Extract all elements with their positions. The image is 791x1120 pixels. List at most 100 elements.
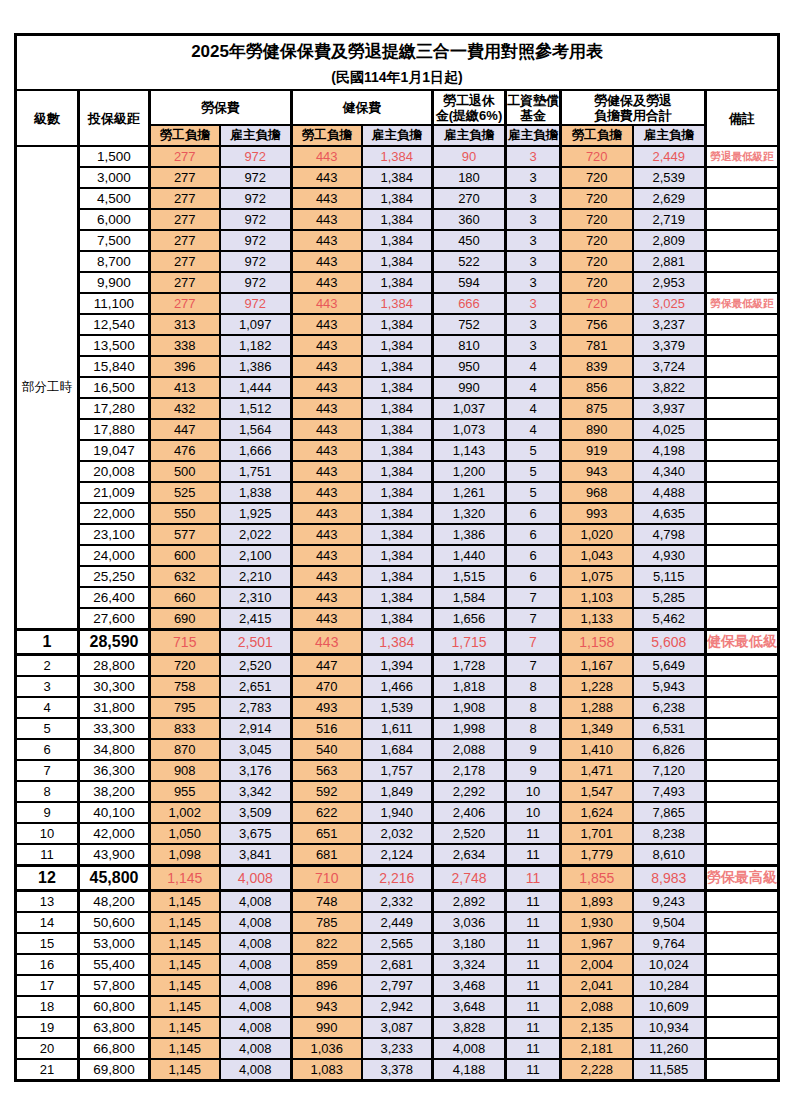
health-ins-employee-cell: 443 xyxy=(292,272,362,293)
health-ins-employee-cell: 563 xyxy=(292,760,362,781)
health-ins-employer-cell: 1,539 xyxy=(362,697,433,718)
table-row: 228,8007202,5204471,3941,72871,1675,649 xyxy=(16,655,779,677)
pension-employer-cell: 810 xyxy=(433,335,506,356)
remark-cell xyxy=(706,608,779,630)
labor-ins-employer-cell: 4,008 xyxy=(220,866,292,891)
pension-employer-cell: 2,292 xyxy=(433,781,506,802)
total-employee-cell: 1,967 xyxy=(561,933,633,954)
pension-employer-cell: 1,143 xyxy=(433,440,506,461)
table-row: 431,8007952,7834931,5391,90881,2886,238 xyxy=(16,697,779,718)
table-row: 19,0474761,6664431,3841,14359194,198 xyxy=(16,440,779,461)
health-ins-employee-cell: 443 xyxy=(292,630,362,655)
total-employee-cell: 720 xyxy=(561,230,633,251)
table-row: 22,0005501,9254431,3841,32069934,635 xyxy=(16,503,779,524)
wage-fund-employer-cell: 8 xyxy=(506,676,561,697)
remark-cell xyxy=(706,1059,779,1081)
labor-ins-employer-cell: 2,022 xyxy=(220,524,292,545)
total-employer-cell: 9,504 xyxy=(633,912,706,933)
pension-employer-cell: 1,728 xyxy=(433,655,506,677)
total-employee-cell: 1,075 xyxy=(561,566,633,587)
remark-cell xyxy=(706,356,779,377)
total-employer-cell: 3,724 xyxy=(633,356,706,377)
bracket-cell: 43,900 xyxy=(79,844,150,866)
health-ins-employer-cell: 1,394 xyxy=(362,655,433,677)
bracket-cell: 34,800 xyxy=(79,739,150,760)
labor-ins-employee-cell: 632 xyxy=(150,566,220,587)
health-ins-employee-cell: 447 xyxy=(292,655,362,677)
total-employee-cell: 839 xyxy=(561,356,633,377)
health-ins-employer-cell: 1,384 xyxy=(362,272,433,293)
subheader-labor-employer: 雇主負擔 xyxy=(220,125,292,146)
pension-employer-cell: 1,037 xyxy=(433,398,506,419)
title-row: 2025年勞健保保費及勞退提繳三合一費用對照參考用表 xyxy=(16,35,779,68)
level-cell: 4 xyxy=(16,697,79,718)
wage-fund-employer-cell: 7 xyxy=(506,655,561,677)
health-ins-employer-cell: 1,384 xyxy=(362,419,433,440)
wage-fund-employer-cell: 5 xyxy=(506,482,561,503)
labor-ins-employer-cell: 972 xyxy=(220,146,292,167)
labor-ins-employer-cell: 4,008 xyxy=(220,954,292,975)
remark-cell xyxy=(706,823,779,844)
health-ins-employer-cell: 2,032 xyxy=(362,823,433,844)
bracket-cell: 13,500 xyxy=(79,335,150,356)
health-ins-employee-cell: 443 xyxy=(292,377,362,398)
health-ins-employee-cell: 710 xyxy=(292,866,362,891)
health-ins-employer-cell: 1,384 xyxy=(362,293,433,314)
bracket-cell: 17,280 xyxy=(79,398,150,419)
remark-cell xyxy=(706,587,779,608)
total-employee-cell: 1,158 xyxy=(561,630,633,655)
pension-header-line1: 勞工退休 xyxy=(443,93,495,108)
subheader-health-employer: 雇主負擔 xyxy=(362,125,433,146)
wage-fund-employer-cell: 3 xyxy=(506,209,561,230)
total-employer-cell: 4,635 xyxy=(633,503,706,524)
fee-table: 2025年勞健保保費及勞退提繳三合一費用對照參考用表 (民國114年1月1日起)… xyxy=(14,33,780,1082)
bracket-cell: 55,400 xyxy=(79,954,150,975)
health-ins-employer-cell: 1,611 xyxy=(362,718,433,739)
pension-employer-cell: 2,748 xyxy=(433,866,506,891)
health-ins-employee-cell: 443 xyxy=(292,335,362,356)
health-ins-employer-cell: 2,942 xyxy=(362,996,433,1017)
table-row: 12,5403131,0974431,38475237563,237 xyxy=(16,314,779,335)
level-cell: 8 xyxy=(16,781,79,802)
health-ins-employer-cell: 1,684 xyxy=(362,739,433,760)
total-employer-cell: 4,798 xyxy=(633,524,706,545)
health-ins-employer-cell: 3,087 xyxy=(362,1017,433,1038)
total-employee-cell: 2,004 xyxy=(561,954,633,975)
table-row: 25,2506322,2104431,3841,51561,0755,115 xyxy=(16,566,779,587)
pension-employer-cell: 752 xyxy=(433,314,506,335)
labor-ins-employee-cell: 1,145 xyxy=(150,866,220,891)
remark-cell xyxy=(706,188,779,209)
bracket-cell: 8,700 xyxy=(79,251,150,272)
pension-employer-cell: 2,520 xyxy=(433,823,506,844)
labor-ins-employee-cell: 1,145 xyxy=(150,975,220,996)
total-employee-cell: 720 xyxy=(561,188,633,209)
total-employee-cell: 993 xyxy=(561,503,633,524)
labor-ins-employer-cell: 1,386 xyxy=(220,356,292,377)
labor-ins-employee-cell: 1,145 xyxy=(150,996,220,1017)
total-employee-cell: 1,133 xyxy=(561,608,633,630)
pension-employer-cell: 1,998 xyxy=(433,718,506,739)
health-ins-employee-cell: 470 xyxy=(292,676,362,697)
health-ins-employer-cell: 1,757 xyxy=(362,760,433,781)
total-employee-cell: 720 xyxy=(561,209,633,230)
bracket-cell: 16,500 xyxy=(79,377,150,398)
labor-ins-employer-cell: 972 xyxy=(220,293,292,314)
bracket-cell: 4,500 xyxy=(79,188,150,209)
total-employer-cell: 5,608 xyxy=(633,630,706,655)
labor-ins-employer-cell: 4,008 xyxy=(220,996,292,1017)
total-employer-cell: 2,719 xyxy=(633,209,706,230)
health-ins-employer-cell: 2,797 xyxy=(362,975,433,996)
labor-ins-employer-cell: 3,045 xyxy=(220,739,292,760)
total-employee-cell: 1,349 xyxy=(561,718,633,739)
table-row: 838,2009553,3425921,8492,292101,5477,493 xyxy=(16,781,779,802)
health-ins-employee-cell: 443 xyxy=(292,398,362,419)
pension-employer-cell: 4,188 xyxy=(433,1059,506,1081)
health-ins-employee-cell: 785 xyxy=(292,912,362,933)
wage-fund-employer-cell: 3 xyxy=(506,146,561,167)
labor-ins-employee-cell: 715 xyxy=(150,630,220,655)
total-header-line1: 勞健保及勞退 xyxy=(594,93,672,108)
table-row: 20,0085001,7514431,3841,20059434,340 xyxy=(16,461,779,482)
labor-ins-employer-cell: 3,176 xyxy=(220,760,292,781)
pension-employer-cell: 3,648 xyxy=(433,996,506,1017)
bracket-cell: 21,009 xyxy=(79,482,150,503)
